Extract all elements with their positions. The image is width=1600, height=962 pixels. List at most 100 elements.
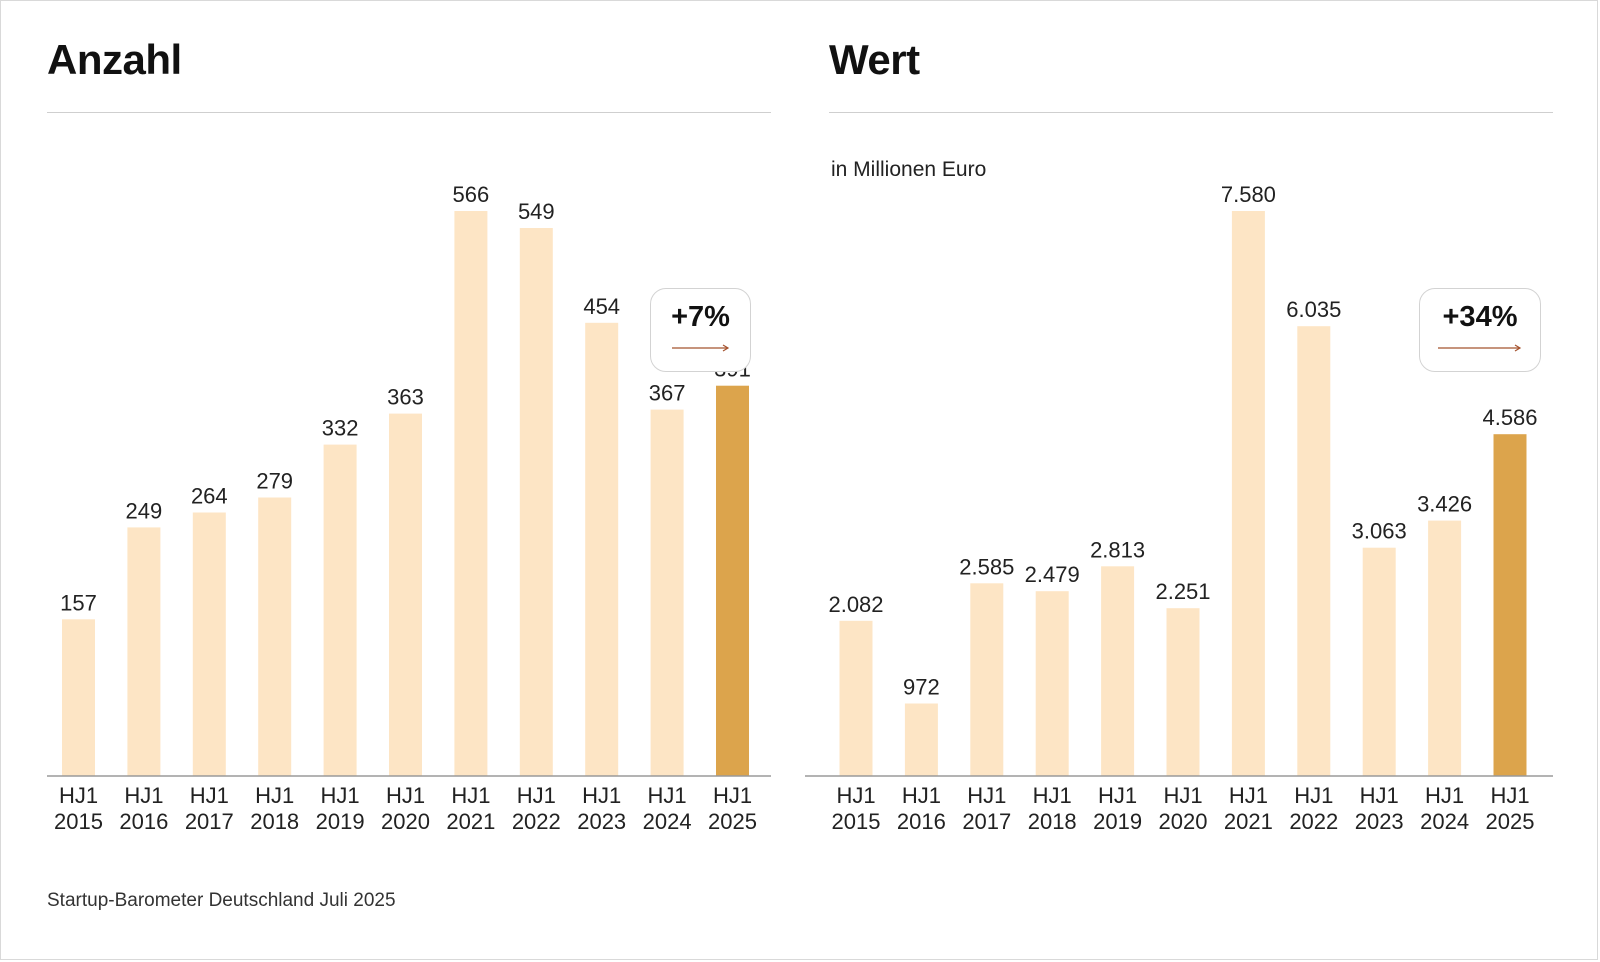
data-label: 367 xyxy=(649,381,686,406)
source-note: Startup-Barometer Deutschland Juli 2025 xyxy=(47,890,396,911)
panel-title: Wert xyxy=(829,36,920,83)
x-tick-label: 2023 xyxy=(577,809,626,834)
bar-HJ1-2023 xyxy=(1362,547,1396,776)
bar-HJ1-2025 xyxy=(1493,434,1527,776)
x-tick-label: 2024 xyxy=(1420,809,1469,834)
bar-HJ1-2018 xyxy=(1035,591,1069,776)
data-label: 2.813 xyxy=(1090,537,1145,562)
bar-HJ1-2020 xyxy=(1166,608,1200,776)
bar-HJ1-2021 xyxy=(1231,211,1265,776)
data-label: 264 xyxy=(191,484,228,509)
x-tick-label: 2020 xyxy=(381,809,430,834)
x-tick-label: HJ1 xyxy=(1425,783,1464,808)
x-tick-label: HJ1 xyxy=(582,783,621,808)
data-label: 363 xyxy=(387,385,424,410)
bar-HJ1-2017 xyxy=(970,583,1004,776)
x-tick-label: HJ1 xyxy=(1163,783,1202,808)
x-tick-label: 2022 xyxy=(512,809,561,834)
bar-HJ1-2015 xyxy=(839,620,873,776)
data-label: 157 xyxy=(60,590,97,615)
data-label: 6.035 xyxy=(1286,297,1341,322)
x-tick-label: HJ1 xyxy=(255,783,294,808)
bar-HJ1-2017 xyxy=(192,512,226,776)
data-label: 454 xyxy=(583,294,620,319)
x-tick-label: HJ1 xyxy=(902,783,941,808)
bar-HJ1-2018 xyxy=(258,497,292,776)
x-tick-label: HJ1 xyxy=(967,783,1006,808)
x-tick-label: 2017 xyxy=(962,809,1011,834)
data-label: 2.479 xyxy=(1025,562,1080,587)
x-tick-label: HJ1 xyxy=(648,783,687,808)
arrow-right-icon xyxy=(671,344,729,352)
data-label: 549 xyxy=(518,199,555,224)
growth-badge: +34% xyxy=(1419,288,1541,372)
panel-value: Wert in Millionen Euro 2.082 HJ1 2015 972 HJ… xyxy=(805,0,1553,900)
bar-HJ1-2016 xyxy=(127,527,161,776)
x-tick-label: HJ1 xyxy=(1294,783,1333,808)
x-tick-label: 2017 xyxy=(185,809,234,834)
x-tick-label: 2024 xyxy=(643,809,692,834)
data-label: 3.426 xyxy=(1417,492,1472,517)
x-tick-label: 2021 xyxy=(446,809,495,834)
x-tick-label: 2018 xyxy=(250,809,299,834)
unit-label: in Millionen Euro xyxy=(831,158,987,181)
title-divider xyxy=(829,112,1553,113)
bar-HJ1-2019 xyxy=(323,444,357,776)
x-tick-label: HJ1 xyxy=(321,783,360,808)
panel-title: Anzahl xyxy=(47,36,182,83)
bar-HJ1-2019 xyxy=(1101,566,1135,776)
bar-HJ1-2016 xyxy=(904,703,938,776)
data-label: 332 xyxy=(322,416,359,441)
x-tick-label: HJ1 xyxy=(1033,783,1072,808)
x-tick-label: HJ1 xyxy=(1490,783,1529,808)
data-label: 972 xyxy=(903,675,940,700)
arrow-right-icon xyxy=(1438,344,1522,352)
growth-badge-value: +7% xyxy=(671,301,730,333)
x-tick-label: 2022 xyxy=(1289,809,1338,834)
x-tick-label: HJ1 xyxy=(836,783,875,808)
bar-HJ1-2025 xyxy=(716,385,749,776)
x-tick-label: HJ1 xyxy=(59,783,98,808)
growth-badge-value: +34% xyxy=(1442,301,1518,333)
bar-HJ1-2020 xyxy=(389,413,422,776)
data-label: 249 xyxy=(126,498,163,523)
x-tick-label: 2020 xyxy=(1159,809,1208,834)
x-tick-label: HJ1 xyxy=(713,783,752,808)
data-label: 2.082 xyxy=(828,592,883,617)
x-tick-label: HJ1 xyxy=(1360,783,1399,808)
bar-HJ1-2022 xyxy=(1297,326,1331,776)
x-tick-label: 2025 xyxy=(708,809,757,834)
x-tick-label: 2023 xyxy=(1355,809,1404,834)
data-label: 7.580 xyxy=(1221,182,1276,207)
bar-chart-count: 157HJ12015249HJ12016264HJ12017279HJ12018… xyxy=(47,182,771,834)
title-divider xyxy=(47,112,771,113)
x-tick-label: 2019 xyxy=(1093,809,1142,834)
x-tick-label: HJ1 xyxy=(451,783,490,808)
x-tick-label: 2019 xyxy=(316,809,365,834)
data-label: 566 xyxy=(453,182,490,207)
bar-HJ1-2021 xyxy=(454,211,488,776)
data-label: 4.586 xyxy=(1482,405,1537,430)
data-label: 2.251 xyxy=(1155,579,1210,604)
data-label: 2.585 xyxy=(959,554,1014,579)
x-tick-label: HJ1 xyxy=(124,783,163,808)
x-tick-label: 2016 xyxy=(897,809,946,834)
bar-HJ1-2015 xyxy=(62,619,95,776)
bar-HJ1-2023 xyxy=(585,322,619,776)
x-tick-label: 2016 xyxy=(119,809,168,834)
bar-HJ1-2022 xyxy=(519,228,553,776)
x-tick-label: HJ1 xyxy=(190,783,229,808)
growth-badge: +7% xyxy=(650,288,751,372)
x-tick-label: 2025 xyxy=(1486,809,1535,834)
bar-chart-value: 2.082HJ12015972HJ120162.585HJ120172.479H… xyxy=(805,182,1553,834)
bar-HJ1-2024 xyxy=(650,409,684,776)
data-label: 3.063 xyxy=(1352,519,1407,544)
x-tick-label: 2021 xyxy=(1224,809,1273,834)
x-tick-label: HJ1 xyxy=(386,783,425,808)
x-tick-label: HJ1 xyxy=(517,783,556,808)
x-tick-label: HJ1 xyxy=(1229,783,1268,808)
data-label: 279 xyxy=(256,469,293,494)
x-tick-label: HJ1 xyxy=(1098,783,1137,808)
x-tick-label: 2015 xyxy=(54,809,103,834)
